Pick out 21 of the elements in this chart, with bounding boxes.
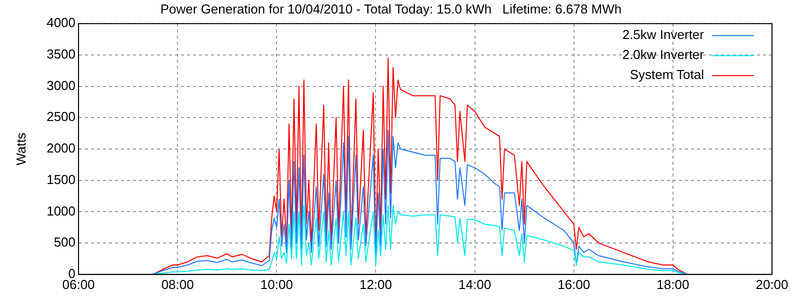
- y-tick-label: 2500: [46, 109, 76, 124]
- legend-label: 2.5kw Inverter: [622, 27, 705, 42]
- x-tick-label: 18:00: [656, 276, 690, 292]
- y-tick-label: 500: [54, 234, 76, 250]
- y-axis-title: Watts: [13, 132, 28, 166]
- y-tick-label: 1500: [46, 172, 76, 187]
- y-tick-label: 3500: [46, 46, 76, 62]
- legend-label: 2.0kw Inverter: [622, 47, 705, 62]
- y-tick-label: 1000: [46, 203, 76, 218]
- chart-title: Power Generation for 10/04/2010 - Total Today: 15.0 kWh Lifetime: 6.678 MWh: [160, 1, 622, 16]
- x-tick-label: 08:00: [161, 276, 194, 292]
- y-tick-label: 3000: [46, 78, 76, 93]
- x-tick-label: 14:00: [458, 276, 492, 292]
- legend-label: System Total: [630, 67, 704, 82]
- y-tick-label: 2000: [46, 140, 76, 156]
- x-tick-label: 20:00: [756, 276, 788, 292]
- x-tick-label: 12:00: [359, 276, 392, 292]
- y-tick-label: 0: [68, 266, 76, 281]
- y-tick-label: 4000: [46, 15, 76, 30]
- x-tick-label: 16:00: [558, 276, 590, 292]
- x-tick-label: 10:00: [260, 276, 293, 292]
